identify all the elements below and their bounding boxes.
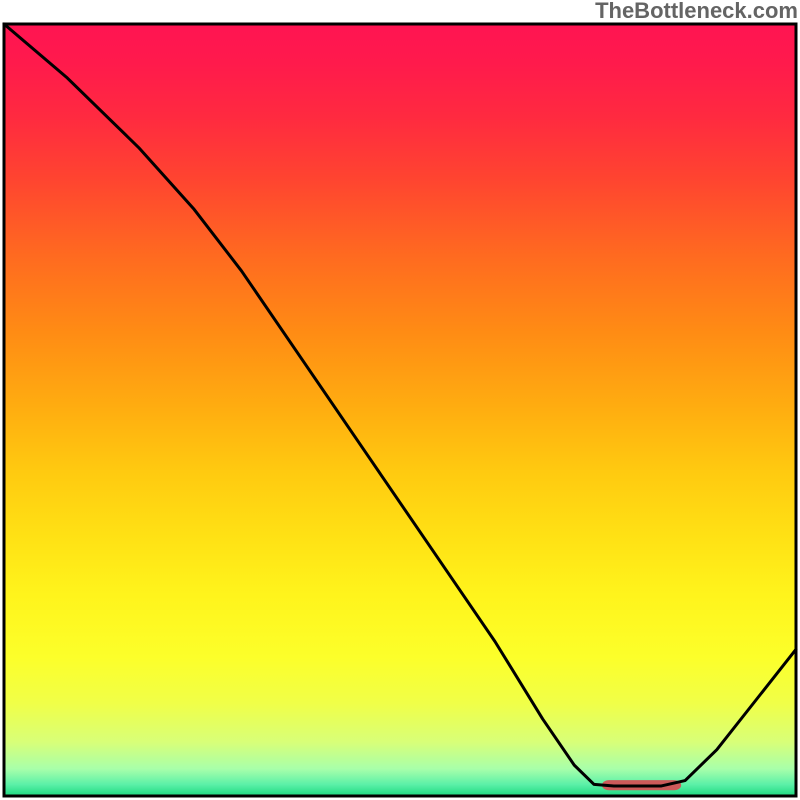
gradient-background [4, 24, 796, 796]
chart-wrapper: TheBottleneck.com [0, 0, 800, 800]
watermark-text: TheBottleneck.com [595, 0, 800, 22]
plot-area [4, 24, 796, 796]
bottleneck-chart [0, 0, 800, 800]
